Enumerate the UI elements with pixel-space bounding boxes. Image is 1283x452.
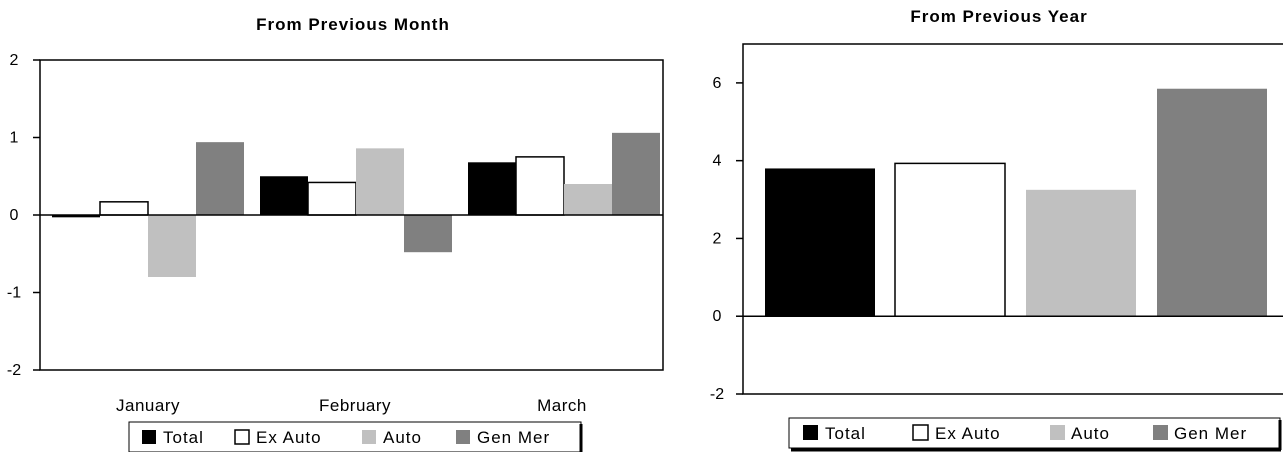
y-tick-label: 2 — [713, 230, 722, 247]
bar-total-february — [260, 176, 308, 215]
bar-auto-march — [564, 184, 612, 215]
bar-gen-mer — [1157, 88, 1267, 317]
bar-ex-auto-february — [307, 181, 357, 216]
category-label: March — [537, 396, 587, 415]
category-label: January — [116, 396, 180, 415]
month-chart: From Previous Month -2 -1 0 1 2 January Febru… — [7, 15, 664, 452]
year-chart: From Previous Year -2 0 2 4 6 Total Ex Auto Au… — [710, 7, 1283, 452]
legend-label-total: Total — [163, 428, 204, 447]
legend-label-ex-auto: Ex Auto — [935, 424, 1001, 443]
bar-auto — [1026, 189, 1136, 317]
bar-gen-mer-january — [196, 142, 244, 215]
legend-swatch-total — [142, 430, 156, 444]
bar-auto-january — [148, 215, 196, 277]
year-chart-title: From Previous Year — [910, 7, 1087, 26]
bar-ex-auto-march — [515, 156, 565, 216]
y-tick-label: -2 — [710, 386, 724, 403]
category-label: February — [319, 396, 391, 415]
y-tick-label: 0 — [713, 308, 722, 325]
year-y-axis: -2 0 2 4 6 — [710, 75, 743, 403]
legend-swatch-ex-auto — [234, 429, 250, 445]
bar-total-march — [468, 162, 516, 215]
y-tick-label: 4 — [713, 153, 722, 170]
bar-total-january — [52, 215, 100, 218]
bar-auto-february — [356, 148, 404, 215]
legend-label-total: Total — [825, 424, 866, 443]
y-tick-label: 2 — [10, 52, 19, 69]
legend-swatch-gen-mer — [1153, 425, 1168, 440]
month-bars — [52, 132, 660, 277]
bar-ex-auto — [894, 162, 1006, 317]
legend-label-gen-mer: Gen Mer — [477, 428, 550, 447]
legend-swatch-total — [803, 425, 818, 440]
y-tick-label: 1 — [10, 130, 19, 147]
bar-total — [765, 168, 875, 317]
year-bars — [765, 88, 1267, 317]
legend-label-auto: Auto — [383, 428, 422, 447]
legend-swatch-gen-mer — [456, 430, 470, 444]
legend-label-ex-auto: Ex Auto — [256, 428, 322, 447]
legend-swatch-auto — [362, 430, 376, 444]
month-chart-title: From Previous Month — [256, 15, 450, 34]
legend-swatch-auto — [1050, 425, 1065, 440]
y-tick-label: -2 — [7, 362, 21, 379]
year-plot-frame — [742, 43, 1283, 395]
month-y-axis: -2 -1 0 1 2 — [7, 52, 40, 379]
bar-gen-mer-march — [612, 132, 660, 215]
bar-gen-mer-february — [404, 215, 452, 253]
legend-label-gen-mer: Gen Mer — [1174, 424, 1247, 443]
year-legend: Total Ex Auto Auto Gen Mer — [788, 417, 1282, 452]
month-legend: Total Ex Auto Auto Gen Mer — [128, 421, 583, 452]
legend-swatch-ex-auto — [912, 424, 929, 441]
y-tick-label: 6 — [713, 75, 722, 92]
y-tick-label: -1 — [7, 285, 21, 302]
y-tick-label: 0 — [10, 207, 19, 224]
legend-label-auto: Auto — [1071, 424, 1110, 443]
bar-ex-auto-january — [99, 201, 149, 216]
month-x-axis: January February March — [116, 396, 587, 415]
